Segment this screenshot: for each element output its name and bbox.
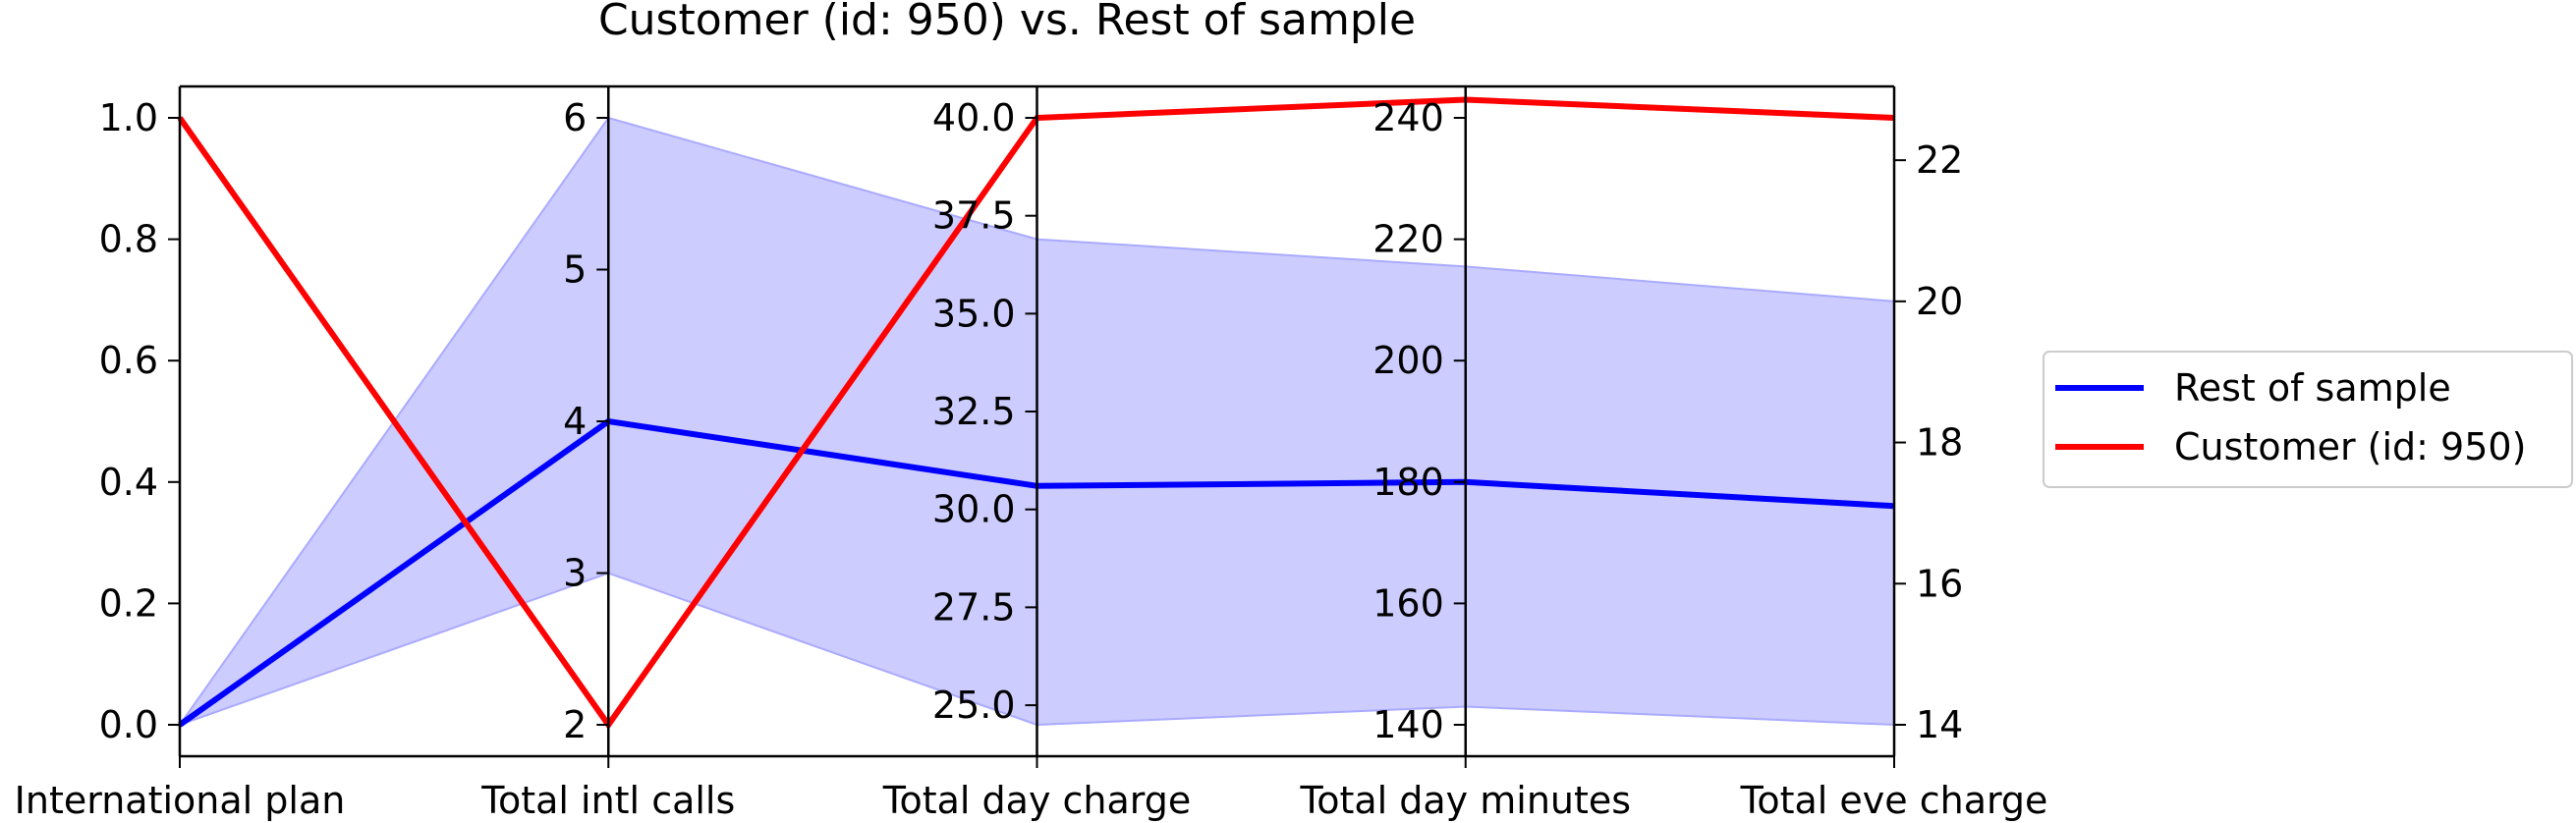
legend: Rest of sample Customer (id: 950) [2043,351,2573,488]
tick-label-0-0: 0.0 [99,703,158,746]
tick-label-1-4: 6 [563,96,587,139]
tick-label-2-2: 30.0 [932,488,1016,531]
tick-label-2-5: 37.5 [932,194,1016,238]
tick-label-0-5: 1.0 [99,96,158,139]
tick-label-1-3: 5 [563,248,587,292]
tick-label-2-4: 35.0 [932,292,1016,335]
tick-label-0-3: 0.6 [99,339,158,382]
legend-label-0: Rest of sample [2174,366,2451,410]
axis-name-0: International plan [15,779,346,822]
axis-name-1: Total intl calls [480,779,735,822]
tick-label-2-1: 27.5 [932,585,1016,629]
tick-label-0-4: 0.8 [99,218,158,261]
chart-title: Customer (id: 950) vs. Rest of sample [598,0,1416,45]
tick-label-1-2: 4 [563,400,587,443]
tick-label-4-0: 14 [1916,703,1963,746]
tick-label-3-4: 220 [1372,218,1444,261]
tick-label-3-0: 140 [1372,703,1444,746]
axis-name-4: Total eve charge [1740,779,2048,822]
tick-label-4-2: 18 [1916,421,1963,465]
tick-label-1-0: 2 [563,703,587,746]
tick-label-3-3: 200 [1372,339,1444,382]
tick-label-2-0: 25.0 [932,684,1016,727]
tick-label-4-1: 16 [1916,562,1963,605]
tick-label-3-2: 180 [1372,461,1444,504]
tick-label-0-2: 0.4 [99,461,158,504]
tick-label-4-4: 22 [1916,138,1963,182]
tick-label-1-1: 3 [563,552,587,595]
axis-layer: 0.0 0.2 0.4 0.6 0.8 1.0 International plan 2 3 4 5… [15,84,2048,822]
tick-label-3-5: 240 [1372,96,1444,139]
legend-label-1: Customer (id: 950) [2174,425,2526,468]
axis-name-2: Total day charge [882,779,1192,822]
tick-label-4-3: 20 [1916,280,1963,323]
tick-label-3-1: 160 [1372,581,1444,625]
legend-box [2043,351,2573,488]
tick-label-2-6: 40.0 [932,96,1016,139]
tick-label-0-1: 0.2 [99,581,158,625]
axis-name-3: Total day minutes [1299,779,1631,822]
tick-label-2-3: 32.5 [932,390,1016,433]
